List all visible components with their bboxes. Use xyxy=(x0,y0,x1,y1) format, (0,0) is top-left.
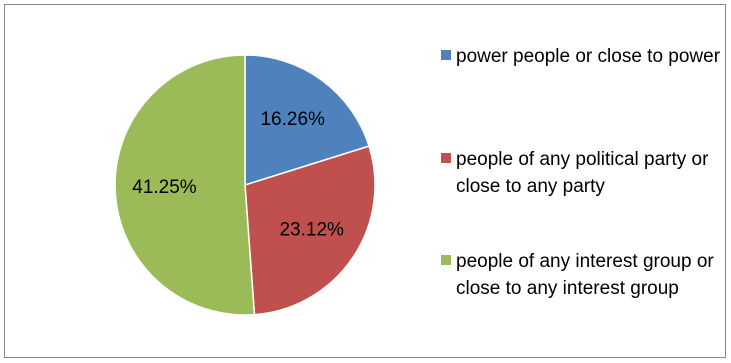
legend-swatch-interest-group xyxy=(441,255,451,265)
data-label-political-party: 23.12% xyxy=(279,219,344,240)
legend-swatch-power xyxy=(441,50,451,60)
legend-swatch-political-party xyxy=(441,153,451,163)
legend-label-interest-group: people of any interest group or close to… xyxy=(456,251,714,299)
pie-slices xyxy=(114,54,376,316)
legend-label-political-party: people of any political party or close t… xyxy=(456,149,709,197)
pie-slice-political-party xyxy=(244,145,376,316)
legend-label-power: power people or close to power xyxy=(456,46,721,67)
pie-slice-power xyxy=(244,54,370,187)
pie-slice-interest-group xyxy=(114,54,256,316)
pie-data-labels: 16.26% 23.12% 41.25% xyxy=(132,109,344,240)
data-label-interest-group: 41.25% xyxy=(132,177,197,198)
data-label-power: 16.26% xyxy=(260,109,325,130)
